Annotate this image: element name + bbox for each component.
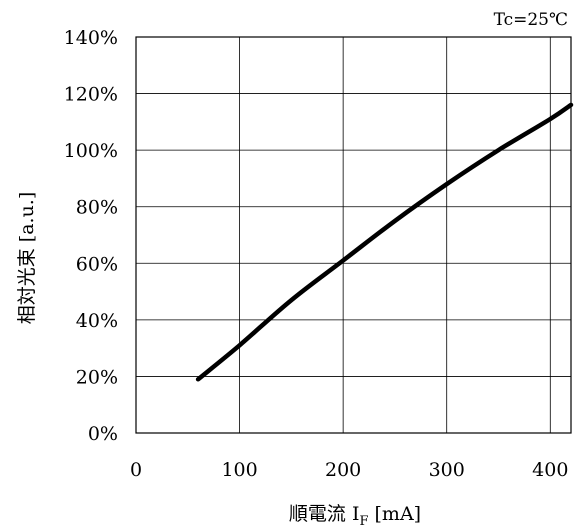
y-tick-label: 0% <box>88 423 118 445</box>
y-tick-label: 60% <box>76 253 118 275</box>
x-axis-title-unit: [mA] <box>368 503 421 525</box>
y-tick-label: 100% <box>64 140 118 162</box>
y-tick-label: 80% <box>76 197 118 219</box>
x-axis-title-subscript: F <box>359 514 368 529</box>
y-tick-label: 40% <box>76 310 118 332</box>
y-tick-label: 140% <box>64 27 118 49</box>
series-line <box>195 102 574 382</box>
x-axis-title: 順電流 IF [mA] <box>289 503 421 529</box>
condition-label: Tc=25℃ <box>494 10 568 30</box>
series-layer <box>195 102 574 382</box>
y-tick-label: 20% <box>76 366 118 388</box>
x-tick-label: 0 <box>130 459 142 481</box>
x-tick-label: 400 <box>532 459 568 481</box>
x-tick-label: 300 <box>429 459 465 481</box>
y-axis-title: 相対光束 [a.u.] <box>16 192 38 325</box>
x-tick-label: 200 <box>325 459 361 481</box>
y-tick-labels: 0% 20% 40% 60% 80% 100% 120% 140% <box>64 27 118 445</box>
x-tick-labels: 0 100 200 300 400 <box>130 459 568 481</box>
x-tick-label: 100 <box>221 459 257 481</box>
x-axis-title-main: 順電流 I <box>289 503 360 525</box>
y-tick-label: 120% <box>64 84 118 106</box>
grid-lines <box>136 37 571 433</box>
plot-frame <box>135 36 572 434</box>
